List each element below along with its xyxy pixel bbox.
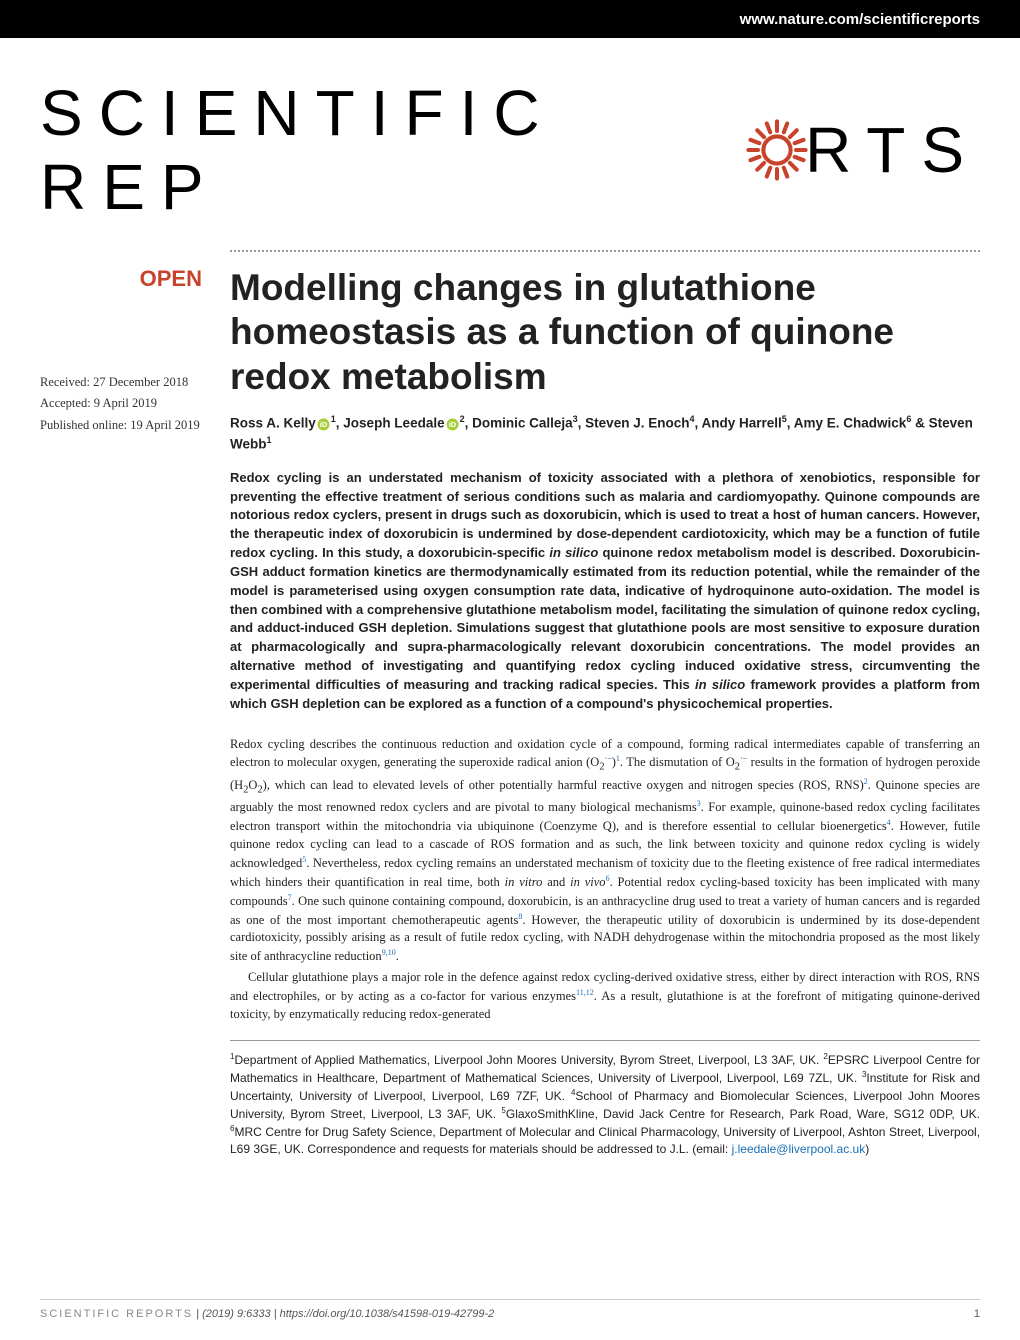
open-access-badge: OPEN: [40, 266, 212, 292]
journal-logo: SCIENTIFIC REP: [0, 38, 1020, 250]
footer-citation: (2019) 9:6333 | https://doi.org/10.1038/…: [202, 1308, 494, 1320]
svg-text:iD: iD: [448, 420, 456, 429]
received-date: Received: 27 December 2018: [40, 372, 212, 393]
content-area: OPEN Received: 27 December 2018 Accepted…: [0, 252, 1020, 1158]
journal-logo-text: SCIENTIFIC REP: [40, 76, 980, 224]
gear-icon: [743, 116, 811, 184]
affiliations-divider: [230, 1040, 980, 1041]
body-text: Redox cycling describes the continuous r…: [230, 736, 980, 1024]
page-footer: SCIENTIFIC REPORTS | (2019) 9:6333 | htt…: [40, 1299, 980, 1320]
authors-list: Ross A. KellyiD1, Joseph LeedaleiD2, Dom…: [230, 413, 980, 455]
footer-page-number: 1: [974, 1308, 980, 1320]
abstract: Redox cycling is an understated mechanis…: [230, 469, 980, 714]
main-column: Modelling changes in glutathione homeost…: [230, 266, 980, 1158]
site-header: www.nature.com/scientificreports: [0, 0, 1020, 38]
article-title: Modelling changes in glutathione homeost…: [230, 266, 980, 399]
body-paragraph-1: Redox cycling describes the continuous r…: [230, 736, 980, 967]
affiliations: 1Department of Applied Mathematics, Live…: [230, 1051, 980, 1158]
published-date: Published online: 19 April 2019: [40, 415, 212, 436]
footer-journal-name: SCIENTIFIC REPORTS: [40, 1308, 193, 1320]
site-url[interactable]: www.nature.com/scientificreports: [740, 11, 980, 28]
body-paragraph-2: Cellular glutathione plays a major role …: [230, 969, 980, 1023]
left-column: OPEN Received: 27 December 2018 Accepted…: [40, 266, 230, 1158]
accepted-date: Accepted: 9 April 2019: [40, 393, 212, 414]
svg-text:iD: iD: [319, 420, 327, 429]
logo-text-after: RTS: [805, 113, 980, 187]
publication-dates: Received: 27 December 2018 Accepted: 9 A…: [40, 372, 212, 436]
logo-text-before: SCIENTIFIC REP: [40, 76, 749, 224]
footer-left: SCIENTIFIC REPORTS | (2019) 9:6333 | htt…: [40, 1308, 494, 1320]
